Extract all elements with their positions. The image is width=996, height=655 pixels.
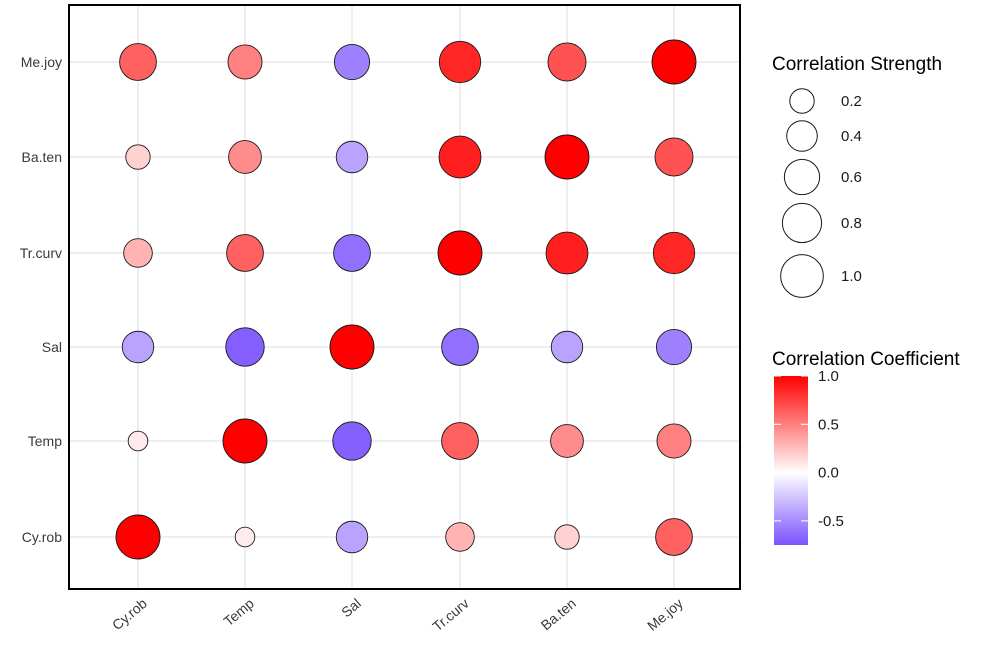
bubble-cy-rob-sal — [335, 520, 369, 554]
bubble-me-joy-me-joy — [651, 39, 697, 85]
bubble-cy-rob-tr-curv — [445, 522, 475, 552]
colorbar-tick-label: 1.0 — [818, 368, 839, 385]
bubble-cy-rob-me-joy — [655, 518, 693, 556]
plot-panel-border — [68, 4, 741, 590]
size-legend-circle — [786, 120, 818, 152]
x-tick-label: Ba.ten — [538, 595, 579, 633]
bubble-cy-rob-ba-ten — [554, 524, 580, 550]
bubble-ba-ten-ba-ten — [544, 134, 590, 180]
bubble-sal-temp — [225, 327, 265, 367]
bubble-sal-cy-rob — [121, 330, 155, 364]
size-legend-label: 0.8 — [841, 215, 862, 232]
x-tick-label: Tr.curv — [429, 595, 472, 634]
bubble-cy-rob-cy-rob — [115, 514, 161, 560]
bubble-temp-ba-ten — [550, 424, 584, 458]
bubble-temp-temp — [222, 418, 268, 464]
bubble-tr-curv-cy-rob — [123, 238, 153, 268]
y-tick-label: Cy.rob — [22, 529, 62, 545]
size-legend: Correlation Strength 0.2 0.4 0.6 0.8 1.0 — [772, 54, 942, 298]
bubble-cy-rob-temp — [234, 526, 256, 548]
y-axis-tick-labels: Me.joy Ba.ten Tr.curv Sal Temp Cy.rob — [20, 54, 62, 545]
bubble-me-joy-cy-rob — [119, 43, 157, 81]
y-tick-label: Sal — [42, 339, 62, 355]
x-tick-label: Me.joy — [644, 595, 686, 634]
bubble-tr-curv-me-joy — [652, 231, 696, 275]
bubble-ba-ten-temp — [228, 140, 262, 174]
bubble-me-joy-temp — [227, 44, 263, 80]
bubble-me-joy-tr-curv — [438, 40, 482, 84]
x-axis-tick-labels: Cy.rob Temp Sal Tr.curv Ba.ten Me.joy — [109, 595, 686, 635]
bubble-points — [115, 39, 697, 560]
size-legend-label: 0.2 — [841, 93, 862, 110]
bubble-tr-curv-tr-curv — [437, 230, 483, 276]
bubble-temp-sal — [332, 421, 372, 461]
bubble-ba-ten-me-joy — [654, 137, 694, 177]
size-legend-label: 0.4 — [841, 128, 862, 145]
y-tick-label: Ba.ten — [22, 149, 62, 165]
bubble-tr-curv-ba-ten — [545, 231, 589, 275]
y-tick-label: Tr.curv — [20, 245, 62, 261]
bubble-temp-cy-rob — [127, 430, 149, 452]
bubble-ba-ten-sal — [335, 140, 369, 174]
bubble-tr-curv-sal — [333, 234, 371, 272]
bubble-me-joy-sal — [333, 43, 371, 81]
colorbar-tick-label: 0.5 — [818, 416, 839, 433]
colorbar-tick-label: 0.0 — [818, 465, 839, 482]
size-legend-label: 1.0 — [841, 268, 862, 285]
size-legend-title: Correlation Strength — [772, 54, 942, 75]
y-tick-label: Temp — [28, 433, 62, 449]
size-legend-label: 0.6 — [841, 169, 862, 186]
size-legend-circle — [789, 88, 815, 114]
bubble-me-joy-ba-ten — [547, 42, 587, 82]
size-legend-circle — [781, 202, 823, 244]
colorbar — [774, 376, 808, 545]
bubble-temp-me-joy — [656, 423, 692, 459]
bubble-sal-me-joy — [655, 328, 693, 366]
color-legend: Correlation Coefficient 1.0 0.5 0.0 -0.5 — [772, 349, 960, 545]
colorbar-tick-label: -0.5 — [818, 513, 844, 530]
bubble-tr-curv-temp — [226, 234, 264, 272]
x-tick-label: Sal — [338, 595, 364, 620]
x-tick-label: Cy.rob — [109, 595, 150, 633]
bubble-sal-sal — [329, 324, 375, 370]
bubble-sal-tr-curv — [441, 328, 479, 366]
x-tick-label: Temp — [220, 595, 257, 629]
bubble-ba-ten-tr-curv — [438, 135, 482, 179]
bubble-temp-tr-curv — [441, 422, 479, 460]
size-legend-circle — [783, 158, 821, 196]
bubble-ba-ten-cy-rob — [125, 144, 151, 170]
bubble-sal-ba-ten — [550, 330, 584, 364]
grid-lines — [69, 5, 740, 589]
color-legend-title: Correlation Coefficient — [772, 349, 960, 370]
y-tick-label: Me.joy — [21, 54, 62, 70]
size-legend-circle — [780, 254, 824, 298]
